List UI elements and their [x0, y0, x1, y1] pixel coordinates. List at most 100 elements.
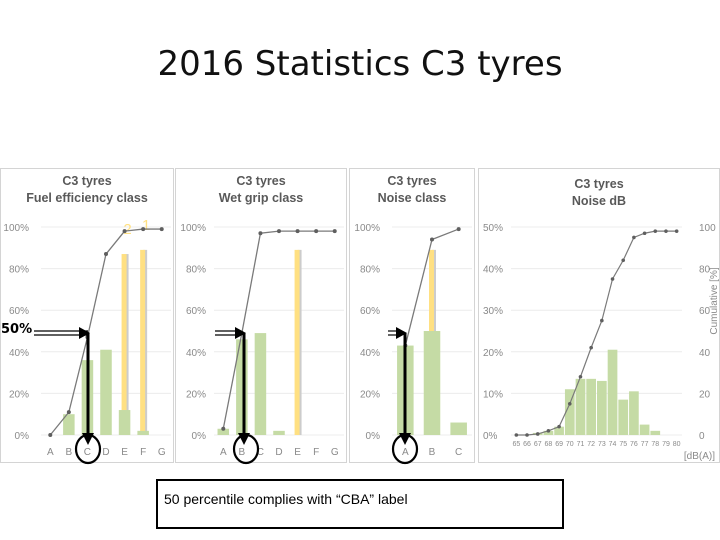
- bar: [554, 426, 564, 435]
- cumulative-point: [122, 229, 127, 234]
- y-tick-label-right: 20: [699, 389, 711, 400]
- y-tick-label: 20%: [9, 389, 29, 400]
- y-tick-label: 20%: [186, 389, 206, 400]
- cumulative-point: [664, 229, 668, 233]
- x-tick-label: C: [455, 447, 462, 458]
- x-tick-label: 77: [641, 441, 649, 448]
- x-tick-label: E: [121, 447, 128, 458]
- bar: [137, 430, 149, 435]
- x-tick-label: 72: [587, 441, 595, 448]
- bar: [564, 389, 575, 435]
- y-tick-label: 40%: [360, 348, 380, 359]
- callout-text: 50 percentile complies with “CBA” label: [164, 491, 408, 507]
- chart-panel-wet-grip: C3 tyres Wet grip class 0% 20% 40% 60% 80% 10…: [175, 168, 347, 463]
- bar: [273, 430, 285, 435]
- highlight-bar: [121, 254, 127, 435]
- arrow-head-right: [235, 327, 246, 339]
- cumulative-point: [674, 229, 679, 233]
- y-tick-label: 0%: [15, 431, 30, 442]
- cumulative-point: [567, 402, 572, 406]
- cumulative-point: [535, 432, 540, 436]
- cumulative-point: [295, 229, 300, 234]
- y-tick-label-left: 40%: [483, 265, 503, 276]
- selected-category-circle: [232, 433, 260, 465]
- x-tick-label: F: [140, 447, 146, 458]
- arrow-head-right: [79, 327, 90, 339]
- x-tick-label: 71: [577, 441, 585, 448]
- cumulative-point: [642, 231, 647, 236]
- cumulative-point: [514, 433, 519, 437]
- x-axis-label: [dB(A)]: [684, 451, 715, 462]
- y-tick-label: 60%: [9, 306, 29, 317]
- y-tick-label-right: 100: [699, 223, 716, 234]
- selected-category-circle: [391, 433, 419, 465]
- y-tick-label: 100%: [3, 223, 29, 234]
- x-tick-label: B: [429, 447, 436, 458]
- bar: [575, 378, 586, 435]
- x-tick-label: C: [257, 447, 264, 458]
- cumulative-point: [258, 231, 263, 236]
- cumulative-point: [456, 227, 461, 232]
- y-tick-label-left: 50%: [483, 223, 503, 234]
- selected-category-circle: [74, 433, 102, 465]
- x-tick-label: A: [402, 447, 409, 458]
- y-tick-label-left: 0%: [483, 431, 498, 442]
- cumulative-point: [314, 229, 319, 234]
- chart-title-wet-grip: C3 tyres Wet grip class: [218, 174, 304, 205]
- fuel-efficiency-chart: 0% 20% 40% 60% 80% 100% A B C D E F G 2 1: [3, 217, 171, 458]
- x-tick-label: 66: [523, 441, 531, 448]
- noise-db-chart: 0% 10% 20% 30% 40% 50% 0 20 40 60 80 100 Cumulative …: [483, 223, 720, 462]
- y-tick-label-left: 20%: [483, 348, 503, 359]
- x-tick-label: 75: [619, 441, 627, 448]
- x-tick-label: B: [239, 447, 246, 458]
- cumulative-line: [516, 230, 677, 436]
- chart-title-noise-db: C3 tyres Noise dB: [571, 177, 627, 208]
- y-tick-label: 60%: [186, 306, 206, 317]
- x-tick-label: 80: [673, 441, 681, 448]
- y-tick-label: 40%: [186, 348, 206, 359]
- bar: [254, 333, 267, 435]
- bar: [217, 428, 230, 435]
- bar: [423, 331, 441, 435]
- x-tick-label: G: [331, 447, 339, 458]
- x-tick-label: A: [47, 447, 54, 458]
- chart-title-fuel-efficiency: C3 tyres Fuel efficiency class: [26, 174, 148, 205]
- bar: [586, 378, 596, 435]
- x-tick-label: 69: [555, 441, 563, 448]
- y-tick-label: 0%: [366, 431, 381, 442]
- bar: [63, 414, 75, 435]
- cumulative-point: [104, 252, 108, 257]
- slide-title: 2016 Statistics C3 tyres: [157, 44, 563, 84]
- x-tick-label: 67: [534, 441, 542, 448]
- x-tick-label: 74: [609, 441, 617, 448]
- bar: [618, 399, 629, 435]
- cumulative-point: [141, 227, 146, 232]
- y-tick-label: 100%: [354, 223, 380, 234]
- x-tick-label: 70: [566, 441, 574, 448]
- y-tick-label: 20%: [360, 389, 380, 400]
- x-tick-label: 68: [545, 441, 553, 448]
- cumulative-point: [159, 227, 164, 232]
- highlight-label: 1: [142, 217, 150, 234]
- cumulative-point: [589, 345, 593, 350]
- highlight-bar: [294, 249, 300, 435]
- x-tick-label: 73: [598, 441, 606, 448]
- cumulative-point: [221, 426, 226, 431]
- callout-box: 50 percentile complies with “CBA” label: [156, 479, 564, 529]
- chart-panel-fuel-efficiency: C3 tyres Fuel efficiency class 0% 20% 40% 6…: [0, 168, 174, 463]
- chart-panel-noise-class: C3 tyres Noise class 0% 20% 40% 60% 80% 100% A…: [349, 168, 475, 463]
- cumulative-point: [66, 410, 71, 415]
- cumulative-point: [525, 433, 529, 437]
- cumulative-point: [277, 229, 281, 234]
- arrow-head-right: [396, 327, 407, 339]
- y-tick-label-right: 40: [699, 348, 711, 359]
- y-tick-label: 60%: [360, 306, 380, 317]
- chart-panel-noise-db: C3 tyres Noise dB 0% 10% 20% 30% 40% 50% 0 20 40…: [478, 168, 720, 463]
- percentile-label: 50%: [1, 322, 33, 337]
- x-tick-label: 76: [630, 441, 638, 448]
- x-tick-label: F: [313, 447, 319, 458]
- x-tick-label: 79: [662, 441, 670, 448]
- y-tick-label: 0%: [192, 431, 207, 442]
- y-tick-label-right: 60: [699, 306, 711, 317]
